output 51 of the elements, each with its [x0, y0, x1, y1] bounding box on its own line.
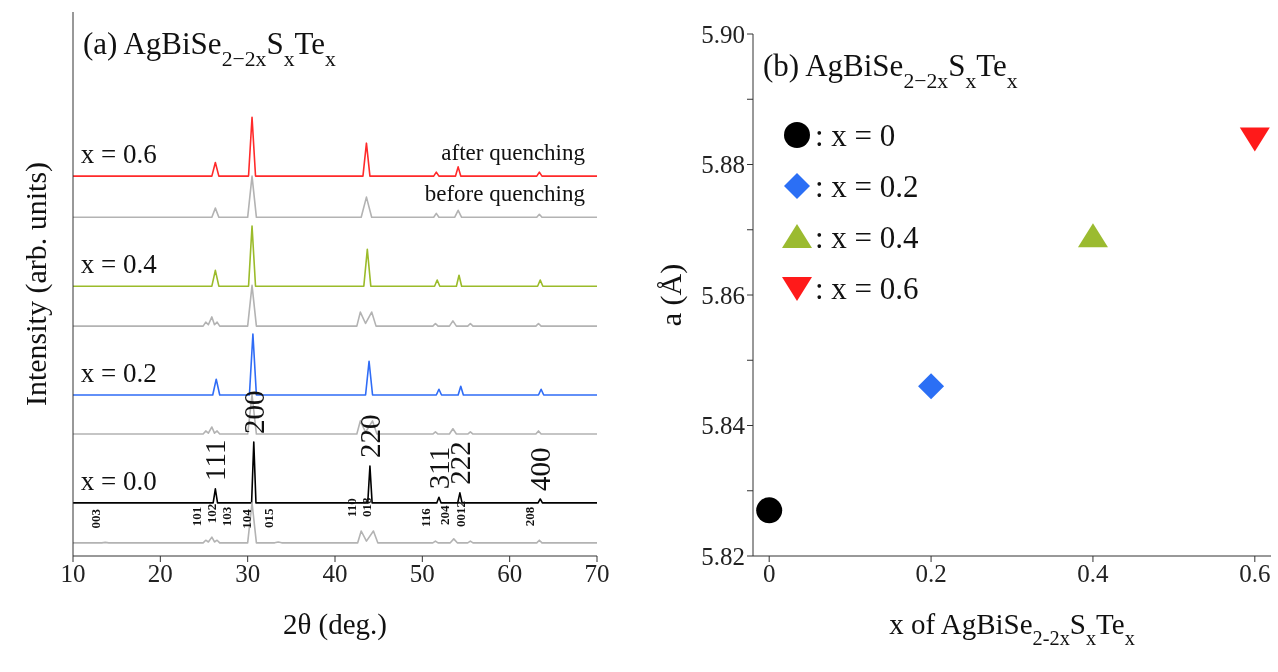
legend-label: : x = 0.2 — [815, 168, 919, 204]
annotation: 104 — [238, 508, 254, 529]
point — [1077, 223, 1108, 248]
annotation: 101 — [188, 506, 204, 527]
annotation: 015 — [260, 507, 276, 528]
annotation: before quenching — [424, 181, 586, 207]
x-tick-label: 10 — [60, 559, 86, 587]
annotation: 003 — [87, 508, 103, 529]
annotation: 208 — [521, 506, 537, 527]
x-tick-label: 50 — [409, 559, 435, 587]
x-tick-label: 70 — [584, 559, 610, 587]
annotation: after quenching — [441, 140, 586, 166]
annotation: 220 — [353, 414, 386, 459]
x-tick-label: 0 — [762, 559, 776, 587]
point — [1239, 127, 1270, 152]
x-tick-label: 30 — [235, 559, 261, 587]
point — [756, 497, 783, 524]
legend-label: : x = 0.6 — [815, 270, 919, 306]
y-tick-label: 5.86 — [701, 281, 745, 309]
annotation: 200 — [237, 390, 270, 434]
x-tick-label: 0.6 — [1239, 559, 1271, 587]
x-tick-label: 40 — [322, 559, 348, 587]
y-tick-label: 5.90 — [701, 20, 745, 48]
annotation: 116 — [417, 507, 433, 528]
chart-title: (a) AgBiSe$_{2−2x}$S$_{x}$Te$_{x}$ — [83, 26, 337, 71]
y-tick-label: 5.84 — [701, 412, 746, 440]
legend-label: : x = 0 — [815, 117, 896, 153]
annotation: 103 — [218, 506, 234, 527]
y-axis-title: Intensity (arb. units) — [18, 161, 53, 407]
annotation: 018 — [358, 496, 374, 517]
annotation: 204 — [436, 504, 452, 525]
point — [918, 373, 945, 400]
text: (b) AgBiSe$_{2−2x}$S$_{x}$Te$_{x}$ — [763, 48, 1018, 93]
annotation: 111 — [199, 439, 232, 481]
series-label: x = 0.2 — [80, 357, 157, 388]
y-axis-title: a (Å) — [653, 263, 688, 327]
y-tick-label: 5.88 — [701, 151, 745, 179]
x-axis-title: x of AgBiSe$_{2-2x}$S$_{x}$Te$_{x}$ — [889, 608, 1135, 649]
x-axis-title: 2θ (deg.) — [282, 608, 388, 641]
series-label: x = 0.0 — [80, 465, 157, 496]
legend-label: : x = 0.4 — [815, 219, 920, 255]
series-label: x = 0.4 — [80, 249, 158, 280]
annotation: 102 — [203, 503, 219, 524]
x-tick-label: 20 — [147, 559, 173, 587]
annotation: 0012 — [452, 501, 468, 528]
x-tick-label: 60 — [497, 559, 523, 587]
y-tick-label: 5.82 — [701, 542, 745, 570]
series-label: x = 0.6 — [80, 138, 157, 169]
annotation: 400 — [524, 447, 557, 491]
x-tick-label: 0.2 — [915, 559, 947, 587]
x-tick-label: 0.4 — [1077, 559, 1110, 587]
